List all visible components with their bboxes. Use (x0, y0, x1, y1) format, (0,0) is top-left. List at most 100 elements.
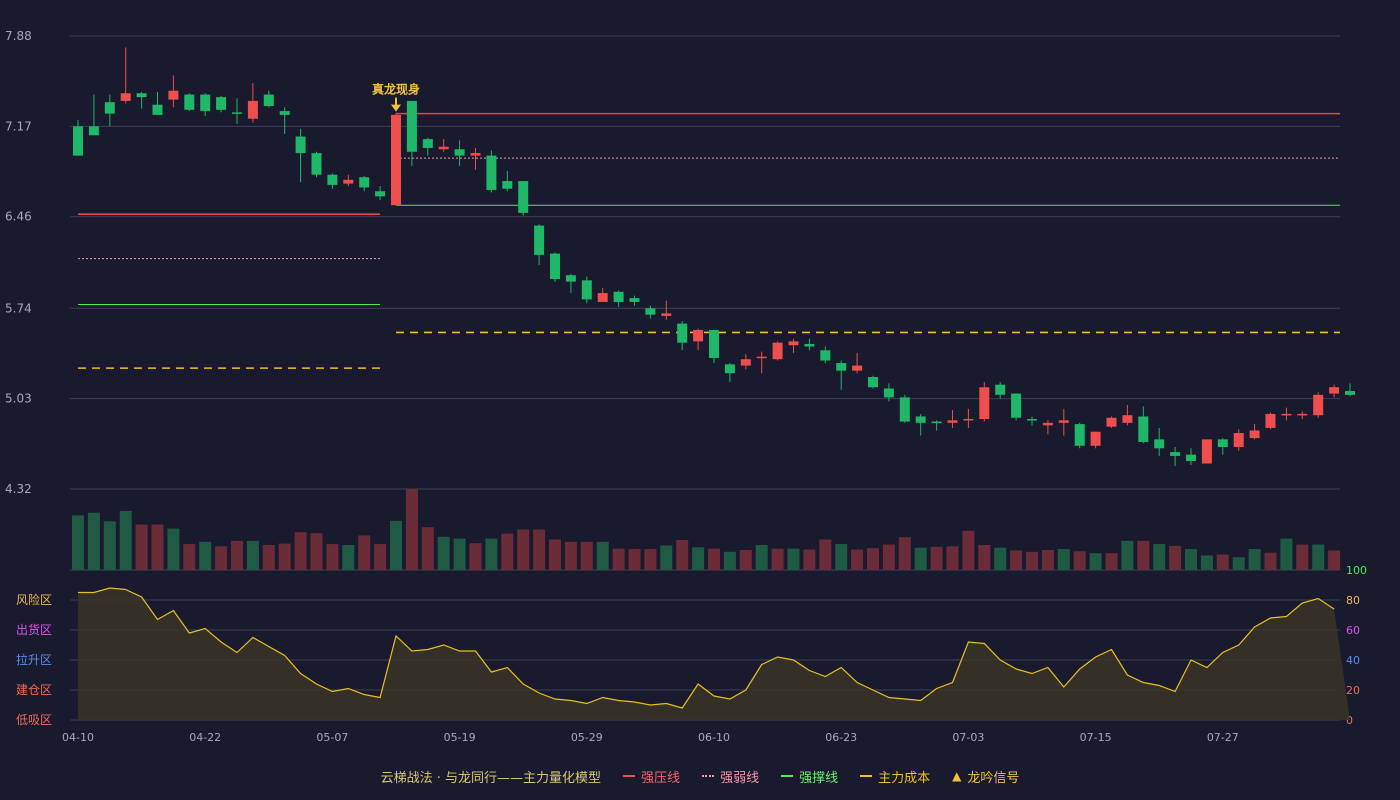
candle-body (677, 323, 688, 343)
volume-bar (151, 524, 164, 570)
volume-bar (564, 541, 577, 570)
volume-bar (1296, 544, 1309, 570)
volume-bar (962, 530, 975, 570)
volume-bar (739, 549, 752, 570)
legend-strong-pressure[interactable]: 强压线 (623, 767, 680, 786)
price-tick-label: 7.17 (5, 119, 32, 133)
candle-body (216, 97, 227, 110)
signal-arrow-icon (391, 104, 401, 112)
volume-bar (1169, 545, 1182, 570)
zone-label: 低吸区 (16, 713, 52, 727)
candle-body (120, 93, 131, 101)
volume-bar (549, 539, 561, 570)
strong-pressure-swatch (623, 775, 636, 777)
candle-body (629, 298, 640, 302)
triangle-icon: ▲ (952, 769, 962, 783)
volume-bar (310, 533, 323, 570)
date-tick-label: 07-27 (1207, 731, 1239, 744)
candle-body (518, 181, 529, 213)
candle-body (836, 363, 847, 371)
volume-bar (787, 548, 800, 570)
candle-body (1106, 417, 1117, 427)
osc-tick-label: 20 (1346, 684, 1360, 697)
date-tick-label: 05-29 (571, 731, 603, 744)
volume-bar (1026, 551, 1038, 570)
candle-body (311, 153, 322, 175)
volume-bar (612, 548, 625, 570)
volume-bar (851, 549, 864, 570)
volume-bar (1073, 551, 1086, 570)
date-tick-label: 07-15 (1080, 731, 1112, 744)
volume-bar (469, 543, 482, 570)
volume-bar (1185, 549, 1197, 570)
candle-body (804, 343, 815, 347)
osc-area (78, 588, 1350, 720)
volume-bar (87, 512, 100, 570)
volume-bar (1312, 544, 1325, 570)
candle-body (1011, 393, 1022, 418)
volume-bar (72, 515, 84, 570)
volume-bar (390, 520, 402, 570)
candle-body (661, 313, 672, 316)
zone-label: 风险区 (16, 592, 52, 607)
volume-bar (326, 544, 339, 570)
candle-body (1186, 454, 1196, 462)
volume-bar (1232, 557, 1245, 570)
legend-signal-label: 龙吟信号 (967, 770, 1020, 786)
volume-bar (183, 544, 196, 570)
candle-body (104, 102, 115, 114)
candle-body (1154, 439, 1165, 449)
legend-main-cost[interactable]: 主力成本 (860, 767, 930, 786)
date-tick-label: 06-10 (698, 731, 730, 744)
legend-strong-weak[interactable]: 强弱线 (702, 767, 759, 786)
price-tick-label: 5.03 (5, 392, 32, 406)
candle-body (406, 100, 417, 152)
date-tick-label: 05-07 (316, 731, 348, 744)
legend-strong-support-label: 强撑线 (799, 770, 839, 786)
volume-bar (803, 549, 816, 570)
candle-body (375, 191, 386, 197)
chart-canvas: 7.88 7.17 6.46 5.74 5.03 4.32 真龙现身 0 20 40 60 80 100… (5, 29, 1367, 744)
candle-body (343, 179, 354, 184)
candle-body (88, 126, 99, 136)
candle-body (422, 139, 433, 148)
candle-body (581, 280, 592, 300)
candle-body (1249, 430, 1260, 439)
volume-bar (1010, 550, 1023, 570)
signal-label: 真龙现身 (372, 82, 420, 97)
candle-body (200, 94, 211, 112)
osc-tick-label-top: 100 (1346, 564, 1367, 577)
volume-bar (278, 543, 291, 570)
legend-signal[interactable]: ▲ 龙吟信号 (952, 767, 1019, 786)
candle-body (486, 155, 497, 190)
volume-bar (644, 549, 657, 570)
volume-bar (1200, 555, 1213, 570)
volume-bar (676, 539, 689, 570)
candle-body (724, 364, 735, 374)
volume-bar (835, 544, 848, 570)
candle-body (915, 416, 926, 423)
candle-body (820, 350, 831, 361)
volume-bar (533, 529, 546, 570)
volume-bar (994, 547, 1007, 570)
volume-bar (708, 548, 720, 570)
legend-strong-pressure-label: 强压线 (641, 770, 681, 786)
candle-body (1027, 419, 1037, 421)
candle-body (1074, 424, 1085, 446)
volume-bar (501, 533, 514, 570)
strong-weak-swatch (702, 775, 715, 777)
candle-body (1122, 415, 1133, 423)
volume-bar (1137, 540, 1150, 570)
volume-bar (358, 535, 371, 570)
legend-strong-support[interactable]: 强撑线 (781, 767, 838, 786)
candle-body (1281, 413, 1292, 416)
volume-bar (1057, 549, 1070, 570)
volume-bar (135, 524, 148, 570)
candle-body (1090, 431, 1101, 446)
volume-bar (1216, 554, 1229, 570)
candle-body (279, 111, 290, 115)
candle-body (979, 387, 990, 420)
candle-body (534, 225, 545, 255)
candle-body (788, 341, 799, 346)
candle-body (232, 112, 242, 114)
